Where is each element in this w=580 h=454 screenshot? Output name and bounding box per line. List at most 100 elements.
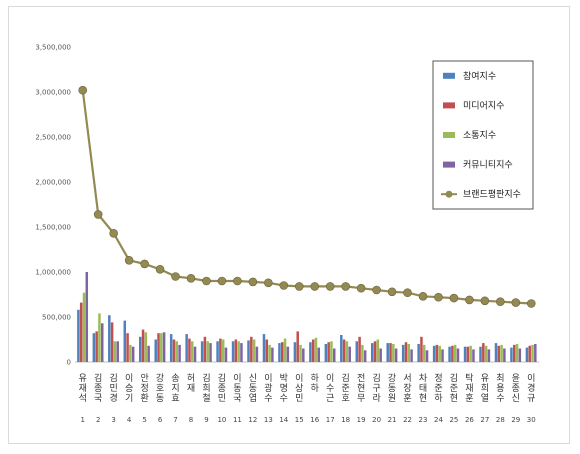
bar bbox=[224, 347, 228, 362]
series-point bbox=[480, 296, 490, 306]
bar bbox=[497, 345, 501, 362]
legend-label: 브랜드평판지수 bbox=[463, 189, 521, 200]
bar bbox=[92, 333, 96, 362]
index-label: 4 bbox=[127, 416, 132, 424]
series-point bbox=[78, 85, 88, 95]
bar bbox=[410, 349, 413, 362]
bar bbox=[515, 344, 519, 362]
bar bbox=[144, 332, 148, 362]
bar bbox=[472, 349, 475, 362]
bar bbox=[342, 339, 346, 362]
bar bbox=[247, 340, 250, 362]
bar bbox=[271, 347, 274, 362]
index-label: 29 bbox=[511, 416, 520, 424]
index-label: 24 bbox=[434, 416, 443, 424]
bar bbox=[311, 339, 315, 362]
bar bbox=[432, 345, 436, 362]
bar bbox=[466, 346, 470, 362]
index-label: 12 bbox=[248, 416, 257, 424]
bar bbox=[394, 348, 398, 362]
series-point bbox=[418, 291, 428, 301]
series-point bbox=[434, 292, 443, 302]
bar bbox=[265, 339, 269, 362]
series-point bbox=[294, 282, 304, 291]
bar bbox=[278, 343, 281, 362]
bar bbox=[172, 339, 176, 362]
bar bbox=[487, 349, 491, 362]
axis-layer: 0 500,000 1,000,000 1,500,000 2,000,000 2,500… bbox=[35, 44, 539, 367]
bar bbox=[219, 338, 222, 362]
bar bbox=[141, 329, 145, 362]
bar bbox=[302, 348, 305, 362]
bar bbox=[79, 302, 83, 362]
bar bbox=[299, 344, 302, 362]
bar bbox=[200, 341, 204, 362]
series-point bbox=[279, 281, 289, 290]
series-point bbox=[124, 256, 134, 265]
bar bbox=[237, 341, 240, 362]
line-layer bbox=[78, 85, 536, 308]
bar bbox=[327, 342, 330, 362]
legend-swatch-marker bbox=[445, 190, 453, 198]
index-label: 27 bbox=[480, 416, 489, 424]
series-point bbox=[186, 273, 196, 283]
index-label: 11 bbox=[233, 416, 242, 424]
chart-frame: 0 500,000 1,000,000 1,500,000 2,000,000 2,500… bbox=[8, 6, 570, 444]
index-label: 9 bbox=[204, 416, 208, 424]
index-label: 19 bbox=[357, 416, 366, 424]
bar bbox=[129, 344, 132, 362]
bar bbox=[185, 334, 188, 362]
bar bbox=[324, 344, 328, 362]
bar-layer bbox=[77, 272, 537, 362]
index-label: 1 bbox=[80, 416, 84, 424]
index-label: 5 bbox=[142, 416, 146, 424]
legend-swatch bbox=[443, 102, 455, 109]
bar bbox=[435, 344, 439, 362]
bar bbox=[389, 343, 392, 362]
series-point bbox=[511, 298, 521, 307]
series-point bbox=[155, 264, 165, 274]
bar bbox=[268, 344, 271, 362]
series-point bbox=[217, 276, 227, 286]
bar bbox=[528, 345, 531, 362]
series-point bbox=[387, 287, 397, 297]
index-label: 30 bbox=[527, 416, 536, 424]
series-point bbox=[248, 277, 258, 287]
index-label: 23 bbox=[419, 416, 428, 424]
bar bbox=[330, 341, 333, 362]
index-label: 13 bbox=[264, 416, 273, 424]
bar bbox=[160, 333, 163, 362]
y-tick-label: 3,500,000 bbox=[35, 44, 71, 52]
bar bbox=[456, 348, 460, 362]
legend-swatch bbox=[443, 132, 455, 138]
bar bbox=[373, 341, 377, 362]
series-point bbox=[449, 293, 459, 303]
bar bbox=[500, 344, 503, 362]
bar bbox=[116, 341, 119, 362]
bar bbox=[281, 342, 284, 362]
bar bbox=[531, 344, 534, 362]
bar bbox=[425, 350, 429, 362]
bar bbox=[340, 335, 343, 362]
bar bbox=[451, 345, 454, 362]
legend-swatch bbox=[443, 72, 455, 79]
index-label: 20 bbox=[372, 416, 381, 424]
bar bbox=[453, 344, 457, 362]
bar bbox=[175, 341, 179, 362]
bar bbox=[441, 349, 444, 362]
bar bbox=[108, 315, 111, 362]
